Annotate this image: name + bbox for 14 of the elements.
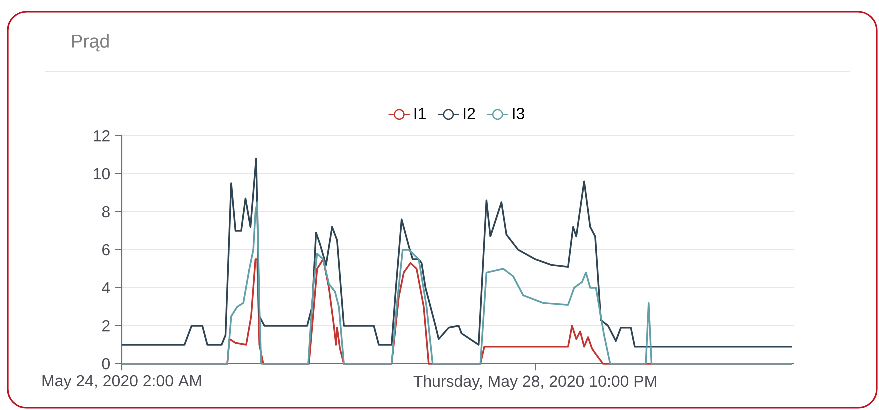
legend-label: I1	[414, 108, 426, 120]
x-tick-label: Thursday, May 28, 2020 10:00 PM	[414, 375, 656, 390]
y-tick-label: 10	[94, 168, 110, 180]
x-tick-label: May 24, 2020 2:00 AM	[42, 375, 202, 390]
y-tick-label: 8	[102, 206, 110, 218]
legend-label: I3	[513, 108, 524, 120]
chart-title: Prąd	[72, 34, 109, 52]
legend-label: I2	[464, 108, 476, 120]
y-tick-label: 0	[102, 358, 110, 370]
y-tick-label: 6	[102, 244, 110, 256]
y-tick-label: 2	[102, 320, 110, 332]
y-tick-label: 4	[102, 282, 110, 294]
line-series	[121, 158, 794, 348]
y-tick-label: 12	[94, 130, 110, 142]
